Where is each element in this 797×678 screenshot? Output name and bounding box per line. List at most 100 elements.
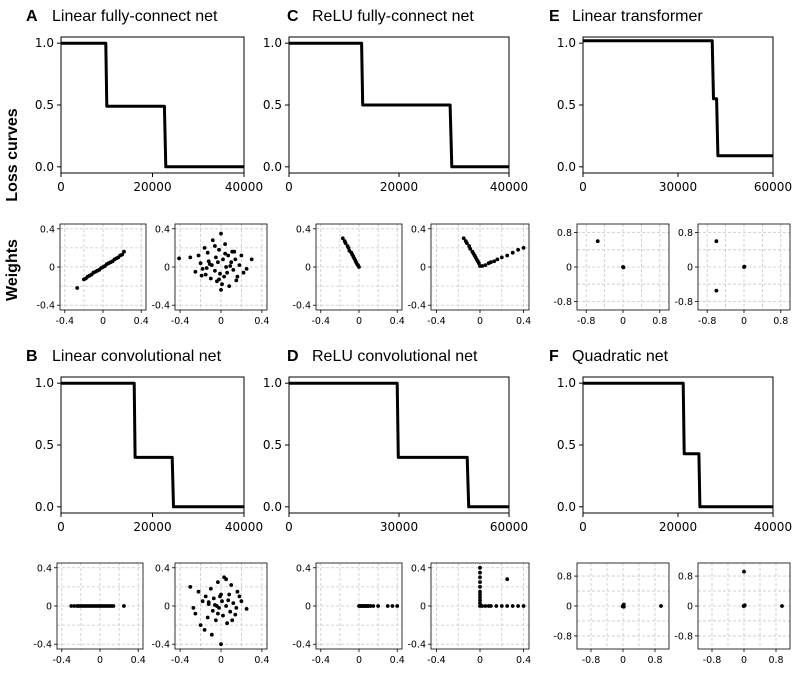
scatter-point xyxy=(213,268,217,273)
scatter-point xyxy=(395,604,400,608)
scatter-point xyxy=(214,618,218,623)
loss-panel-B: B Linear convolutional net 0.0 0.5 1.0 0 20000… xyxy=(26,348,263,534)
weights-panel-D-w2: -0.4 0 0.4 -0.4 0 0.4 xyxy=(407,562,531,666)
x-tick-label: -0.8 xyxy=(698,316,717,327)
x-tick-label: 20000 xyxy=(380,180,418,194)
y-tick-label: 0 xyxy=(566,263,572,274)
weights-panel-A-w2: -0.4 0 0.4 -0.4 0 0.4 xyxy=(151,223,269,327)
y-tick-label: -0.8 xyxy=(674,631,693,642)
x-tick-label: 0 xyxy=(477,655,483,666)
loss-panel-F: F Quadratic net 0.0 0.5 1.0 0 20000 40000 xyxy=(549,348,792,534)
scatter-point xyxy=(510,250,515,255)
x-tick-label: 0.4 xyxy=(134,316,149,327)
y-tick-label: 0 xyxy=(687,263,693,274)
x-tick-label: 0.8 xyxy=(768,655,783,666)
x-tick-label: 0 xyxy=(620,316,626,327)
x-tick-label: -0.4 xyxy=(312,316,331,327)
axes-frame xyxy=(582,36,774,174)
panel-title: Linear fully-connect net xyxy=(52,8,218,25)
x-tick-label: 20000 xyxy=(133,180,171,194)
scatter-point xyxy=(196,253,201,258)
scatter-point xyxy=(232,249,237,254)
y-tick-label: 0.5 xyxy=(263,98,282,112)
scatter-point xyxy=(483,604,488,608)
scatter-point xyxy=(225,270,230,275)
x-tick-label: 0 xyxy=(285,180,293,194)
y-tick-label: 0 xyxy=(305,602,311,613)
scatter-point xyxy=(193,611,198,616)
scatter-point xyxy=(188,585,193,589)
panel-title: Linear convolutional net xyxy=(52,348,222,365)
scatter-point xyxy=(216,611,220,616)
scatter-point xyxy=(659,604,663,608)
panel-title: Linear transformer xyxy=(572,8,703,25)
x-tick-label: 0.4 xyxy=(516,655,531,666)
scatter-point xyxy=(202,246,207,250)
x-tick-label: 0.4 xyxy=(254,316,269,327)
loss-panel-C: C ReLU fully-connect net 0.0 0.5 1.0 0 20000 40… xyxy=(263,8,528,194)
y-tick-label: 0.8 xyxy=(678,228,693,239)
scatter-point xyxy=(208,586,213,591)
y-tick-label: 0.5 xyxy=(35,438,54,452)
scatter-point xyxy=(219,288,223,292)
scatter-point xyxy=(199,273,204,278)
scatter-point xyxy=(357,265,361,269)
y-tick-label: 0.0 xyxy=(35,160,54,174)
y-tick-label: 0.8 xyxy=(678,572,693,583)
scatter-point xyxy=(499,255,504,260)
scatter-point xyxy=(510,604,515,608)
scatter-point xyxy=(494,604,499,608)
y-tick-label: -0.4 xyxy=(36,301,55,312)
panel-title: ReLU fully-connect net xyxy=(312,8,474,25)
scatter-point xyxy=(231,601,236,605)
scatter-point xyxy=(122,604,126,608)
y-tick-label: -0.4 xyxy=(151,301,170,312)
y-tick-label: 0 xyxy=(49,263,55,274)
scatter-point xyxy=(206,600,211,605)
scatter-point xyxy=(205,615,210,620)
scatter-point xyxy=(249,257,254,262)
scatter-point xyxy=(483,263,488,267)
x-tick-label: -0.8 xyxy=(582,655,601,666)
weights-panel-E-w1: -0.8 0 0.8 -0.8 0 0.8 xyxy=(553,223,670,327)
y-tick-label: -0.8 xyxy=(553,631,572,642)
scatter-point xyxy=(368,604,373,608)
scatter-point xyxy=(235,589,240,594)
scatter-point xyxy=(233,612,238,617)
scatter-point xyxy=(221,613,225,618)
scatter-point xyxy=(217,247,221,252)
scatter-point xyxy=(233,257,238,262)
x-tick-label: 40000 xyxy=(225,180,263,194)
y-tick-label: 1.0 xyxy=(263,36,282,50)
y-tick-label: 0.0 xyxy=(263,160,282,174)
scatter-point xyxy=(742,264,747,269)
x-tick-label: 0 xyxy=(579,520,587,534)
x-tick-label: 0 xyxy=(285,520,293,534)
weights-panel-F-w2: -0.8 0 0.8 -0.8 0 0.8 xyxy=(674,562,791,666)
scatter-point xyxy=(714,239,719,244)
scatter-point xyxy=(505,604,510,608)
y-tick-label: 1.0 xyxy=(35,376,54,390)
x-tick-label: 0 xyxy=(218,655,224,666)
x-tick-label: 0 xyxy=(356,655,362,666)
scatter-point xyxy=(478,565,482,570)
x-tick-label: 0.8 xyxy=(647,655,662,666)
loss-curve xyxy=(583,39,773,158)
scatter-point xyxy=(111,604,116,608)
y-tick-label: 0.8 xyxy=(557,572,572,583)
weights-panel-E-w2: -0.8 0 0.8 -0.8 0 0.8 xyxy=(674,223,791,327)
scatter-point xyxy=(198,261,203,266)
scatter-point xyxy=(200,267,205,271)
scatter-point xyxy=(505,253,510,258)
x-tick-label: -0.4 xyxy=(56,316,75,327)
scatter-point xyxy=(465,241,469,246)
scatter-point xyxy=(478,570,482,575)
scatter-point xyxy=(196,589,201,594)
scatter-point xyxy=(120,252,124,257)
weights-panel-B-w1: -0.4 0 0.4 -0.4 0 0.4 xyxy=(33,562,146,666)
scatter-point xyxy=(780,604,784,608)
scatter-point xyxy=(385,604,390,608)
weights-panel-D-w1: -0.4 0 0.4 -0.4 0 0.4 xyxy=(292,562,405,666)
scatter-point xyxy=(202,628,207,632)
scatter-point xyxy=(229,260,234,265)
